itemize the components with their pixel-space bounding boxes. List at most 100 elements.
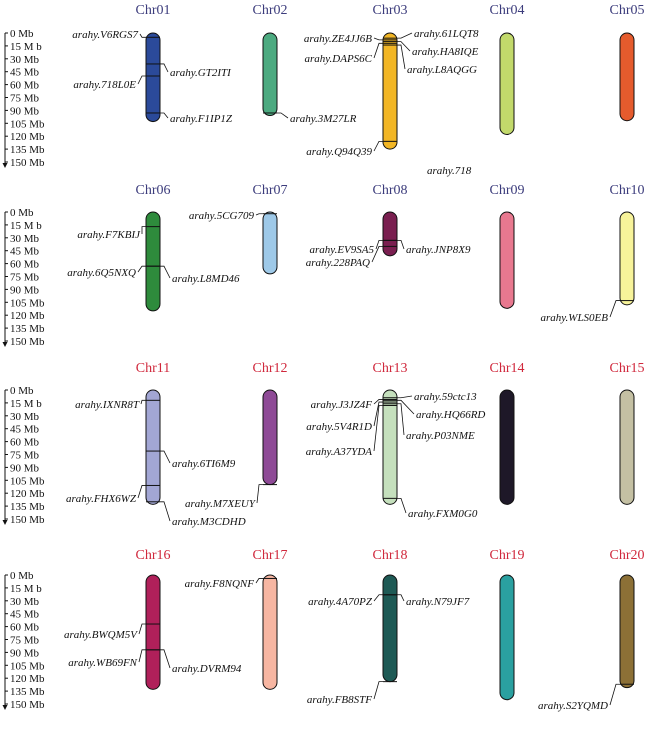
gene-label: arahy.4A70PZ: [308, 596, 373, 608]
gene-connector: [160, 450, 171, 464]
gene-label: arahy.L8AQGG: [407, 64, 477, 76]
chromosome-title: Chr17: [253, 548, 288, 563]
axis-tick-label: 0 Mb: [10, 28, 34, 40]
axis-tick-label: 45 Mb: [10, 609, 40, 621]
chromosome-title: Chr18: [373, 548, 408, 563]
axis-tick-label: 75 Mb: [10, 272, 40, 284]
gene-label: arahy.M3CDHD: [172, 516, 246, 528]
gene-connector: [138, 649, 146, 663]
gene-label: arahy.FXM0G0: [408, 508, 478, 520]
axis-tick-label: 90 Mb: [10, 647, 40, 659]
gene-connector: [373, 405, 383, 452]
gene-label: arahy.228PAQ: [306, 257, 370, 269]
gene-label: arahy.P03NME: [406, 430, 475, 442]
gene-connector: [397, 32, 413, 39]
axis-tick-label: 105 Mb: [10, 297, 45, 309]
axis-tick-label: 15 M b: [10, 398, 42, 410]
gene-connector: [373, 140, 383, 152]
gene-label: arahy.59ctc13: [414, 391, 477, 403]
axis-tick-label: 60 Mb: [10, 437, 40, 449]
gene-connector: [397, 41, 411, 52]
axis-tick-label: 15 M b: [10, 220, 42, 232]
axis-tick-label: 135 Mb: [10, 323, 45, 335]
gene-label: arahy.BWQM5V: [64, 629, 138, 641]
chromosome-title: Chr01: [136, 3, 171, 18]
gene-connector: [397, 44, 406, 70]
axis-arrow: [2, 163, 8, 168]
gene-connector: [137, 265, 146, 273]
chromosome-bar: [145, 389, 161, 505]
gene-connector: [373, 681, 383, 700]
gene-label: arahy.F7KBIJ: [77, 229, 141, 241]
axis-tick-label: 105 Mb: [10, 660, 45, 672]
gene-connector: [160, 265, 171, 279]
gene-label: arahy.S2YQMD: [538, 700, 608, 712]
gene-label: arahy.M7XEUY: [185, 498, 257, 510]
gene-connector: [373, 401, 383, 427]
axis-tick-label: 75 Mb: [10, 450, 40, 462]
gene-label: arahy.3M27LR: [290, 113, 357, 125]
axis-tick-label: 105 Mb: [10, 475, 45, 487]
axis-tick-label: 30 Mb: [10, 54, 40, 66]
axis-tick-label: 90 Mb: [10, 105, 40, 117]
chromosome-bar: [619, 389, 635, 505]
gene-label: arahy.5V4R1D: [306, 421, 372, 433]
gene-label: arahy.EV9SA5: [310, 244, 375, 256]
chromosome-bar: [262, 211, 278, 275]
gene-connector: [160, 649, 171, 669]
gene-connector: [139, 33, 146, 38]
axis-tick-label: 45 Mb: [10, 424, 40, 436]
gene-connector: [397, 594, 405, 602]
chromosome-title: Chr16: [136, 548, 171, 563]
gene-label: arahy.5CG709: [189, 210, 255, 222]
gene-label: arahy.FB8STF: [307, 694, 372, 706]
chromosome-bar: [145, 574, 161, 690]
axis-tick-label: 105 Mb: [10, 118, 45, 130]
gene-connector: [373, 399, 383, 405]
axis-tick-label: 120 Mb: [10, 488, 45, 500]
gene-label: arahy.FHX6WZ: [66, 493, 137, 505]
gene-label: arahy.WLS0EB: [540, 312, 608, 324]
gene-connector: [255, 578, 263, 584]
gene-label: arahy.N79JF7: [406, 596, 470, 608]
gene-connector: [137, 485, 146, 499]
gene-label: arahy.HQ66RD: [416, 409, 485, 421]
chromosome-title: Chr12: [253, 361, 288, 376]
gene-label: arahy.WB69FN: [68, 657, 137, 669]
gene-connector: [371, 245, 383, 263]
chromosome-bar: [145, 211, 161, 312]
axis-tick-label: 150 Mb: [10, 157, 45, 169]
axis-tick-label: 30 Mb: [10, 411, 40, 423]
axis-tick-label: 90 Mb: [10, 284, 40, 296]
gene-connector: [375, 239, 383, 250]
gene-connector: [397, 395, 413, 399]
gene-connector: [373, 594, 383, 602]
gene-label: arahy.J3JZ4F: [311, 399, 373, 411]
gene-connector: [397, 239, 405, 250]
axis-tick-label: 0 Mb: [10, 570, 34, 582]
gene-connector: [256, 484, 263, 504]
chromosome-title: Chr11: [136, 361, 170, 376]
chromosome-title: Chr20: [610, 548, 645, 563]
gene-label: arahy.JNP8X9: [406, 244, 471, 256]
axis-tick-label: 30 Mb: [10, 596, 40, 608]
chromosome-bar: [262, 574, 278, 690]
chromosome-title: Chr19: [490, 548, 525, 563]
gene-label: arahy.DVRM94: [172, 663, 242, 675]
chromosome-bar: [382, 389, 398, 505]
axis-tick-label: 60 Mb: [10, 259, 40, 271]
chromosome-bar: [382, 211, 398, 257]
axis-tick-label: 135 Mb: [10, 501, 45, 513]
gene-label: arahy.A37YDA: [306, 446, 373, 458]
gene-label: arahy.F8NQNF: [185, 578, 255, 590]
chromosome-title: Chr05: [610, 3, 645, 18]
gene-connector: [137, 75, 146, 85]
axis-tick-label: 45 Mb: [10, 246, 40, 258]
chromosome-bar: [382, 32, 398, 150]
gene-connector: [138, 623, 146, 635]
gene-label: arahy.61LQT8: [414, 28, 479, 40]
chromosome-bar: [499, 389, 515, 505]
gene-label: arahy.ZE4JJ6B: [304, 33, 372, 45]
axis-tick-label: 60 Mb: [10, 80, 40, 92]
axis-tick-label: 15 M b: [10, 41, 42, 53]
